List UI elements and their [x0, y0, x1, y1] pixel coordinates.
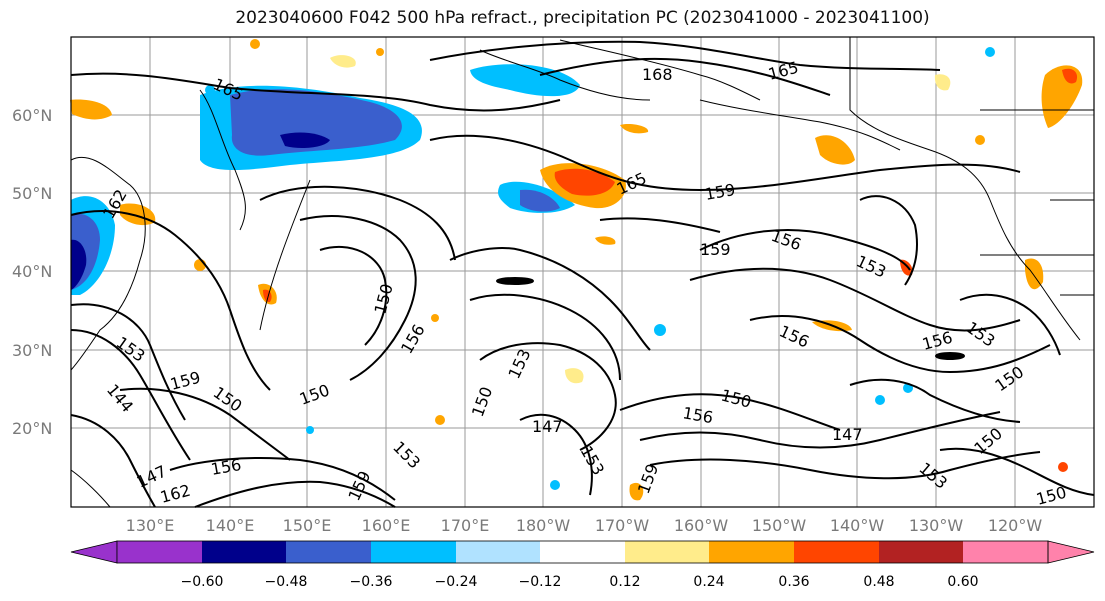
lon-label: 150°E [283, 516, 332, 535]
shade-positive-yellow-3 [595, 236, 616, 245]
lon-label: 170°E [441, 516, 490, 535]
lon-label: 150°W [752, 516, 807, 535]
lat-label: 60°N [12, 106, 52, 125]
colorbar-bin [794, 541, 879, 563]
contour-label: 159 [700, 240, 731, 259]
shade-dot [550, 480, 560, 490]
colorbar-tick-label: −0.60 [181, 574, 224, 590]
lon-label: 160°W [674, 516, 729, 535]
shade-negative-left-dark [71, 239, 87, 290]
contour-labels: 165 168 165 165 159 159 156 153 162 150 … [99, 58, 1069, 509]
colorbar-tick-label: 0.24 [693, 574, 724, 590]
lon-label: 160°E [362, 516, 411, 535]
colorbar-max-arrow [1047, 540, 1095, 564]
coastlines [70, 37, 1094, 508]
shade-dot [376, 48, 384, 56]
colorbar-bin [117, 541, 202, 563]
colorbar-bin [879, 541, 963, 563]
colorbar-tick-label: 0.36 [778, 574, 809, 590]
precip-shading [70, 39, 1083, 501]
shade-dot [975, 135, 985, 145]
colorbar-bin [286, 541, 371, 563]
colorbar-tick-label: −0.36 [350, 574, 393, 590]
shade-dot [654, 324, 666, 336]
colorbar-bin [456, 541, 540, 563]
shade-dot [205, 85, 215, 95]
lon-label: 140°E [206, 516, 255, 535]
lat-label: 20°N [12, 419, 52, 438]
shade-positive-red-1 [554, 168, 615, 196]
colorbar [70, 540, 1095, 564]
colorbar-tick-label: 0.12 [609, 574, 640, 590]
lon-label: 180°W [516, 516, 571, 535]
shade-dot [250, 39, 260, 49]
colorbar-tick-label: −0.48 [265, 574, 308, 590]
colorbar-bin [540, 541, 625, 563]
shade-positive-yellow-8 [330, 55, 356, 68]
shade-positive-orange-7 [70, 99, 112, 120]
lat-label: 50°N [12, 184, 52, 203]
colorbar-bin [371, 541, 456, 563]
lon-label: 170°W [595, 516, 650, 535]
contour-label: 147 [832, 425, 863, 444]
colorbar-min-arrow [70, 540, 118, 564]
colorbar-bin [709, 541, 794, 563]
contour-label: 147 [532, 417, 563, 436]
shade-dot [1058, 462, 1068, 472]
shade-positive-orange-2 [815, 135, 855, 165]
shade-negative-medium-2 [520, 189, 560, 212]
lon-label: 140°W [830, 516, 885, 535]
colorbar-tick-label: 0.48 [863, 574, 894, 590]
shade-negative-medium [230, 89, 402, 156]
shade-positive-yellow-5 [629, 482, 644, 501]
shade-dot [306, 426, 314, 434]
shade-dot [985, 47, 995, 57]
colorbar-tick-label: −0.12 [519, 574, 562, 590]
lon-label: 130°E [126, 516, 175, 535]
map-frame [70, 36, 1095, 508]
colorbar-tick-labels: −0.60 −0.48 −0.36 −0.24 −0.12 0.12 0.24 … [181, 574, 979, 590]
colorbar-tick-label: 0.60 [947, 574, 978, 590]
longitude-labels: 130°E 140°E 150°E 160°E 170°E 180°W 170°… [126, 516, 1043, 535]
lon-label: 130°W [909, 516, 964, 535]
contour-label: 168 [642, 65, 673, 84]
shade-positive-yellow-6 [565, 368, 584, 384]
shade-dot [875, 395, 885, 405]
colorbar-tick-label: −0.24 [435, 574, 478, 590]
shade-positive-red-2 [1062, 68, 1078, 84]
contours [70, 40, 1095, 508]
shade-dot [435, 415, 445, 425]
colorbar-bin [963, 541, 1048, 563]
shade-dot [431, 314, 439, 322]
lon-label: 120°W [988, 516, 1043, 535]
lat-label: 40°N [12, 262, 52, 281]
shade-positive-yellow-7 [934, 74, 951, 91]
colorbar-frame [116, 540, 1049, 564]
shade-negative-dark [280, 132, 330, 148]
colorbar-bin [202, 541, 286, 563]
map-title: 2023040600 F042 500 hPa refract., precip… [235, 8, 930, 28]
shade-positive-yellow-1 [620, 123, 649, 134]
lat-label: 30°N [12, 341, 52, 360]
colorbar-bin [625, 541, 709, 563]
latitude-labels: 60°N 50°N 40°N 30°N 20°N [12, 106, 52, 438]
